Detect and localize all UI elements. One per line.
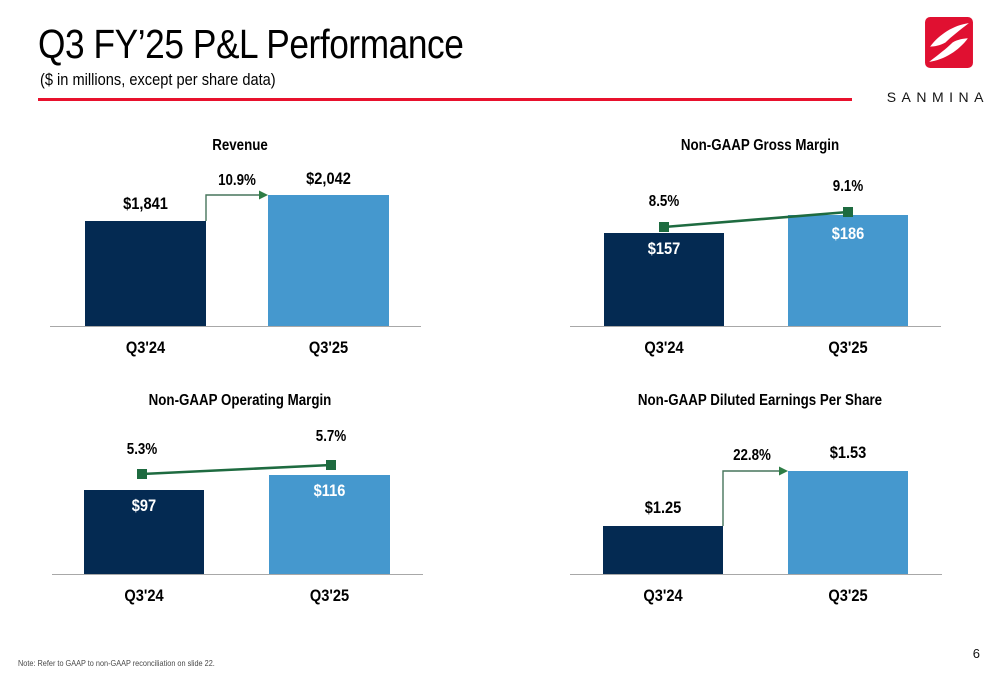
sanmina-logo-icon <box>925 17 973 68</box>
x-label-q3-25: Q3'25 <box>828 338 868 357</box>
bar-q3-24 <box>603 526 723 574</box>
x-label-q3-25: Q3'25 <box>308 338 349 357</box>
x-label-q3-25: Q3'25 <box>828 586 868 605</box>
x-label-q3-24: Q3'24 <box>124 586 164 605</box>
footnote: Note: Refer to GAAP to non-GAAP reconcil… <box>18 658 215 668</box>
x-axis-line <box>50 326 421 327</box>
chart-title: Revenue <box>212 137 268 154</box>
percent-label-q3-25: 5.7% <box>315 428 347 445</box>
value-label-q3-25: $186 <box>831 224 865 243</box>
chart-revenue: Revenue $1,841 $2,042 10.9% Q3'24 Q3'25 <box>40 133 440 363</box>
title-underline <box>38 98 852 101</box>
chart-title: Non-GAAP Diluted Earnings Per Share <box>637 392 883 409</box>
value-label-q3-25: $116 <box>313 481 346 500</box>
bar-q3-25 <box>788 471 908 574</box>
x-label-q3-24: Q3'24 <box>643 586 683 605</box>
x-axis-line <box>570 326 941 327</box>
bar-q3-24 <box>84 490 204 574</box>
value-label-q3-25: $2,042 <box>306 169 351 188</box>
percent-label-q3-25: 9.1% <box>832 178 864 195</box>
value-label-q3-25: $1.53 <box>829 443 867 462</box>
x-label-q3-24: Q3'24 <box>644 338 684 357</box>
chart-diluted-eps: Non-GAAP Diluted Earnings Per Share $1.2… <box>560 388 960 618</box>
percent-label-q3-24: 5.3% <box>126 441 158 458</box>
bar-q3-25 <box>268 195 389 326</box>
value-label-q3-24: $157 <box>647 239 681 258</box>
bar-q3-24 <box>604 233 724 326</box>
bar-q3-25 <box>269 475 390 574</box>
sanmina-logo <box>925 17 973 68</box>
chart-title: Non-GAAP Operating Margin <box>148 392 332 409</box>
chart-operating-margin: Non-GAAP Operating Margin $97 $116 5.3% … <box>40 388 440 618</box>
page-subtitle: ($ in millions, except per share data) <box>40 70 276 89</box>
percent-label-q3-24: 8.5% <box>648 193 680 210</box>
growth-percent-label: 22.8% <box>733 447 771 464</box>
x-axis-line <box>52 574 423 575</box>
chart-gross-margin: Non-GAAP Gross Margin $157 $186 8.5% 9.1… <box>560 133 960 363</box>
bar-q3-25 <box>788 215 908 326</box>
growth-percent-label: 10.9% <box>218 172 256 189</box>
x-label-q3-24: Q3'24 <box>125 338 166 357</box>
page-title: Q3 FY’25 P&L Performance <box>38 21 464 67</box>
x-axis-line <box>570 574 942 575</box>
bar-q3-24 <box>85 221 206 326</box>
sanmina-wordmark: SANMINA <box>886 89 989 105</box>
page-number: 6 <box>972 646 980 661</box>
value-label-q3-24: $1,841 <box>123 194 168 213</box>
chart-title: Non-GAAP Gross Margin <box>680 137 840 154</box>
value-label-q3-24: $97 <box>131 496 157 515</box>
x-label-q3-25: Q3'25 <box>309 586 350 605</box>
value-label-q3-24: $1.25 <box>644 498 682 517</box>
